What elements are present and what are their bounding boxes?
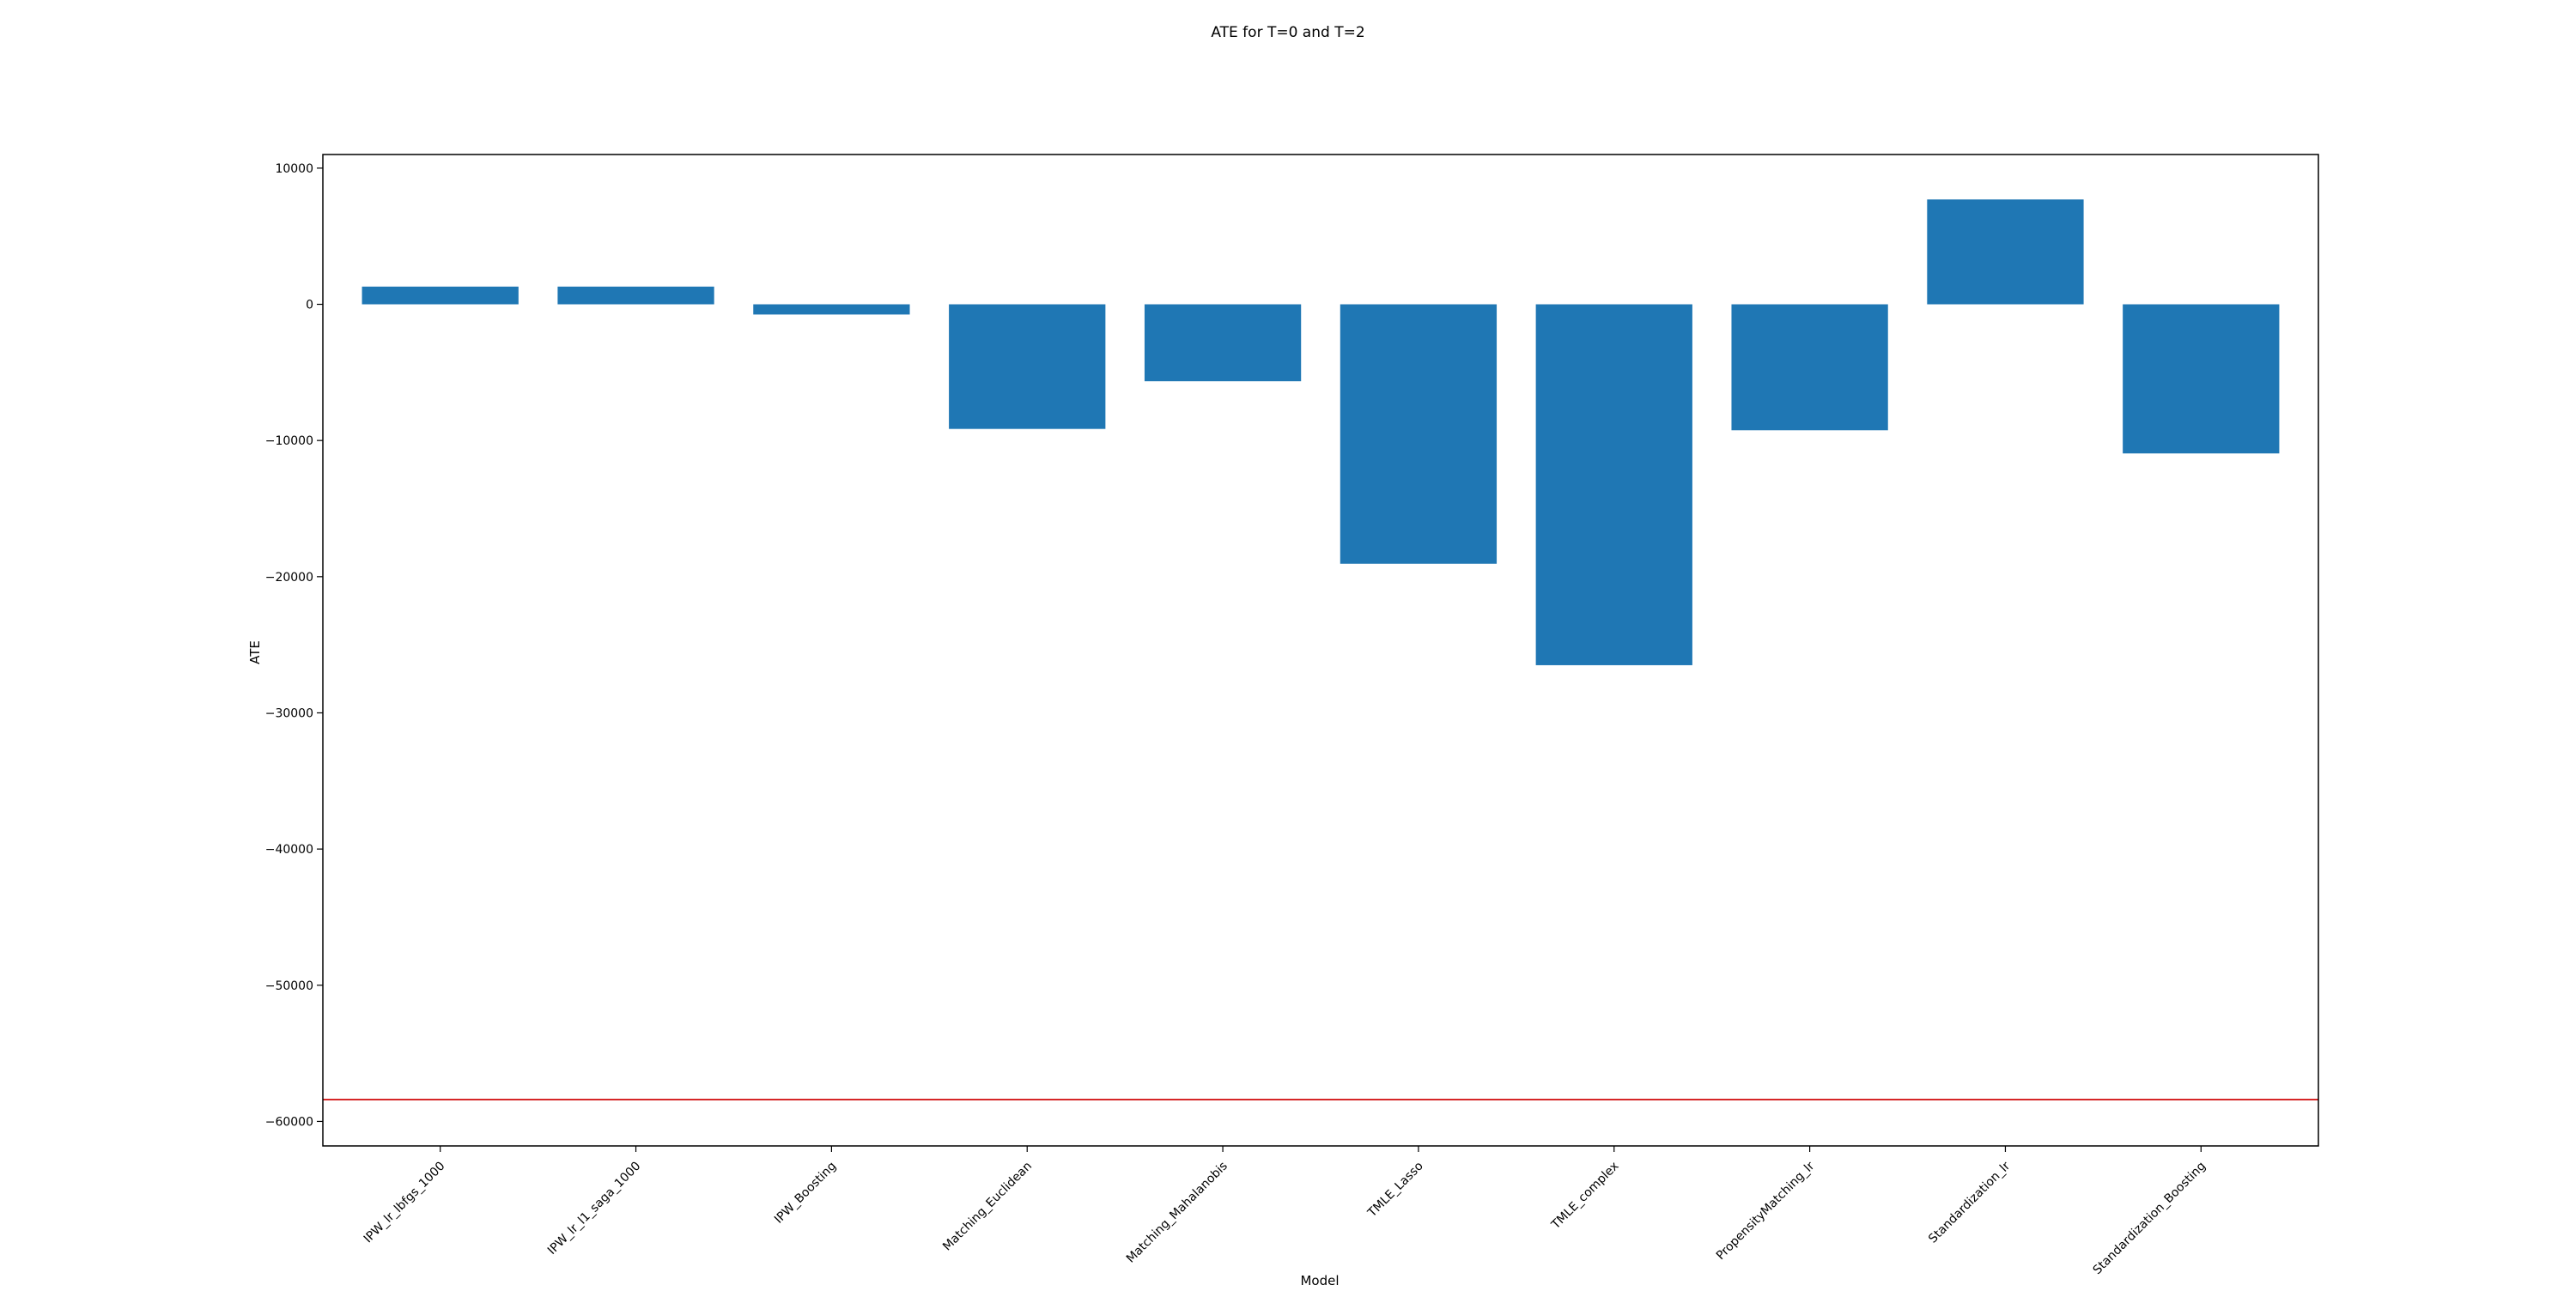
x-axis-label: Model xyxy=(1300,1273,1339,1288)
axes-frame xyxy=(322,154,2319,1147)
x-tick-label: IPW_lr_lbfgs_1000 xyxy=(361,1160,448,1246)
x-tick-label: IPW_Boosting xyxy=(772,1160,839,1227)
y-tick-label: −40000 xyxy=(265,843,313,857)
x-tick-label: TMLE_Lasso xyxy=(1364,1160,1425,1221)
bar xyxy=(1340,304,1498,564)
x-tick-label: Matching_Euclidean xyxy=(940,1160,1035,1254)
bar xyxy=(557,286,714,305)
plot-area: 10000 0 −10000 −20000 −30000 −40000 −50000 −600… xyxy=(265,154,2319,1278)
y-tick-label: −10000 xyxy=(265,434,313,448)
bar xyxy=(1144,304,1302,382)
bar xyxy=(1927,199,2084,305)
bar xyxy=(1731,304,1888,431)
y-tick-label: 0 xyxy=(306,299,313,312)
x-tick-label: IPW_lr_l1_saga_1000 xyxy=(545,1160,643,1258)
y-tick-label: −30000 xyxy=(265,706,313,720)
x-tick-label: Standardization_lr xyxy=(1926,1159,2013,1246)
y-tick-label: −60000 xyxy=(265,1115,313,1129)
x-tick-label: TMLE_complex xyxy=(1548,1160,1621,1233)
bar xyxy=(2123,304,2280,454)
x-tick-label: Matching_Mahalanobis xyxy=(1124,1160,1230,1266)
bar xyxy=(753,304,910,315)
bar xyxy=(361,286,519,305)
bar xyxy=(949,304,1106,429)
y-tick-label: −50000 xyxy=(265,979,313,993)
y-axis-label: ATE xyxy=(247,640,263,664)
x-tick-label: Standardization_Boosting xyxy=(2091,1160,2209,1278)
y-tick-label: −20000 xyxy=(265,571,313,585)
x-tick-label: PropensityMatching_lr xyxy=(1714,1159,1818,1263)
chart-title: ATE for T=0 and T=2 xyxy=(1211,24,1364,41)
bar xyxy=(1535,304,1692,665)
y-tick-label: 10000 xyxy=(275,162,313,176)
